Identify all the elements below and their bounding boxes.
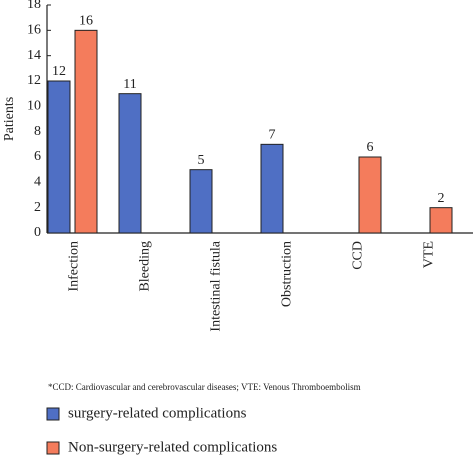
x-tick-label: Intestinal fistula [209,240,224,331]
data-label: 16 [79,14,93,29]
y-tick-label: 0 [34,225,41,240]
bar [47,80,71,234]
x-tick-label: Bleeding [138,241,153,292]
y-tick-label: 4 [34,175,41,190]
bar [358,156,382,234]
data-label: 11 [123,77,136,92]
bar [260,143,284,234]
y-tick-label: 16 [27,23,41,38]
x-tick-label: VTE [422,241,437,268]
data-label: 12 [52,64,66,79]
y-tick-label: 8 [34,124,41,139]
legend-swatch [46,441,60,455]
bar [74,29,98,234]
y-tick-label: 14 [27,48,41,63]
data-label: 7 [269,128,276,143]
footnote: *CCD: Cardiovascular and cerebrovascular… [48,382,361,392]
y-tick-label: 6 [34,149,41,164]
x-tick-label: Obstruction [280,241,295,307]
bar [429,207,453,234]
data-label: 2 [438,191,445,206]
legend-swatch [46,407,60,421]
y-tick-label: 2 [34,200,41,215]
bar [189,169,213,234]
legend-label: Non-surgery-related complications [68,439,277,455]
y-tick-label: 12 [27,73,41,88]
y-axis-label: Patients [2,97,17,141]
legend-label: surgery-related complications [68,405,247,421]
y-tick-label: 18 [27,0,41,12]
data-label: 6 [367,140,374,155]
x-tick-label: CCD [351,241,366,270]
data-label: 5 [198,153,205,168]
bar [118,93,142,234]
x-tick-label: Infection [67,241,82,292]
y-tick-label: 10 [27,99,41,114]
